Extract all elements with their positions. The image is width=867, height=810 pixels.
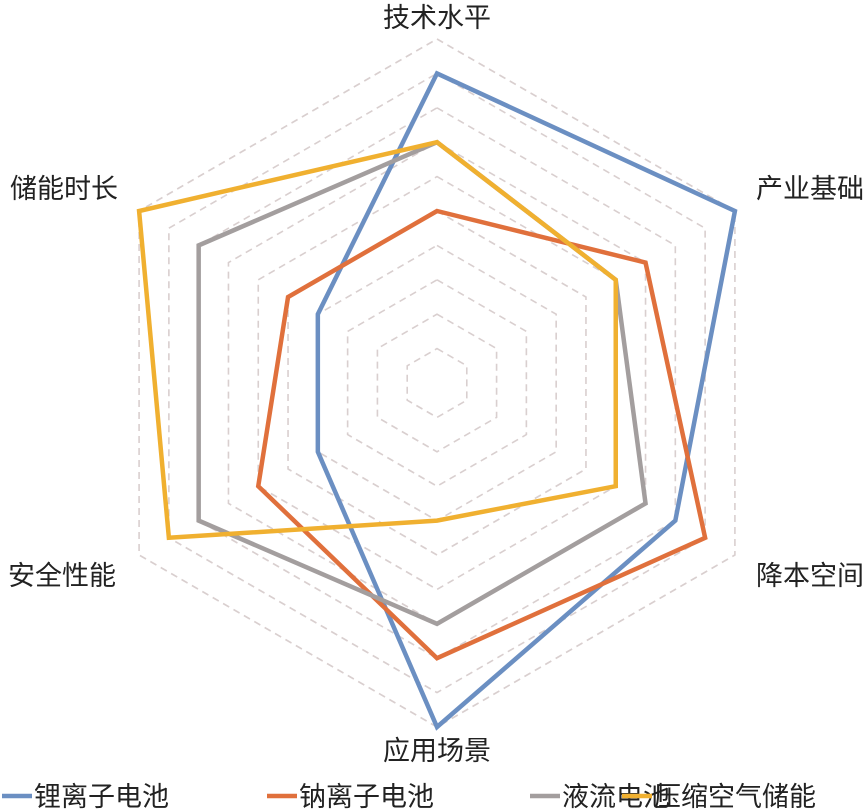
series-line-2 xyxy=(196,139,648,627)
legend-label-1: 钠离子电池 xyxy=(299,782,434,810)
grid-ring-9 xyxy=(168,72,706,694)
grid-ring-7 xyxy=(227,141,647,625)
axis-label-3: 应用场景 xyxy=(383,736,491,767)
axis-label-2: 降本空间 xyxy=(756,561,864,592)
grid-ring-1 xyxy=(406,347,468,419)
grid-ring-3 xyxy=(346,278,528,488)
grid-ring-4 xyxy=(317,244,557,522)
axis-label-4: 安全性能 xyxy=(8,561,116,592)
legend-label-0: 锂离子电池 xyxy=(34,782,169,810)
series-line-3 xyxy=(136,139,618,541)
axis-label-1: 产业基础 xyxy=(756,174,864,205)
grid-ring-5 xyxy=(287,210,587,556)
grid-ring-8 xyxy=(197,106,677,660)
legend-label-3: 压缩空气储能 xyxy=(654,782,816,810)
axis-label-0: 技术水平 xyxy=(383,3,491,34)
axis-label-5: 储能时长 xyxy=(10,174,118,205)
grid-ring-2 xyxy=(376,313,498,453)
